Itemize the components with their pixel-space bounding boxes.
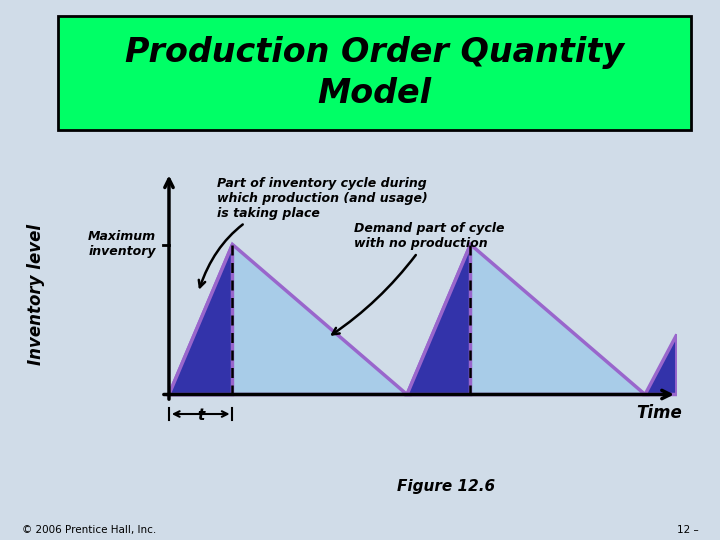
Text: 12 –: 12 – xyxy=(677,524,698,535)
Text: © 2006 Prentice Hall, Inc.: © 2006 Prentice Hall, Inc. xyxy=(22,524,156,535)
Polygon shape xyxy=(169,245,233,395)
Text: Time: Time xyxy=(636,403,682,422)
Text: Figure 12.6: Figure 12.6 xyxy=(397,478,495,494)
FancyBboxPatch shape xyxy=(58,16,691,130)
Text: Part of inventory cycle during
which production (and usage)
is taking place: Part of inventory cycle during which pro… xyxy=(199,177,428,287)
Text: Demand part of cycle
with no production: Demand part of cycle with no production xyxy=(333,222,505,334)
Polygon shape xyxy=(169,245,407,395)
Text: Maximum
inventory: Maximum inventory xyxy=(88,231,156,259)
Polygon shape xyxy=(645,334,677,395)
Polygon shape xyxy=(407,245,470,395)
Text: Inventory level: Inventory level xyxy=(27,224,45,365)
Polygon shape xyxy=(407,245,645,395)
Text: t: t xyxy=(197,408,204,423)
Text: Production Order Quantity
Model: Production Order Quantity Model xyxy=(125,36,624,110)
